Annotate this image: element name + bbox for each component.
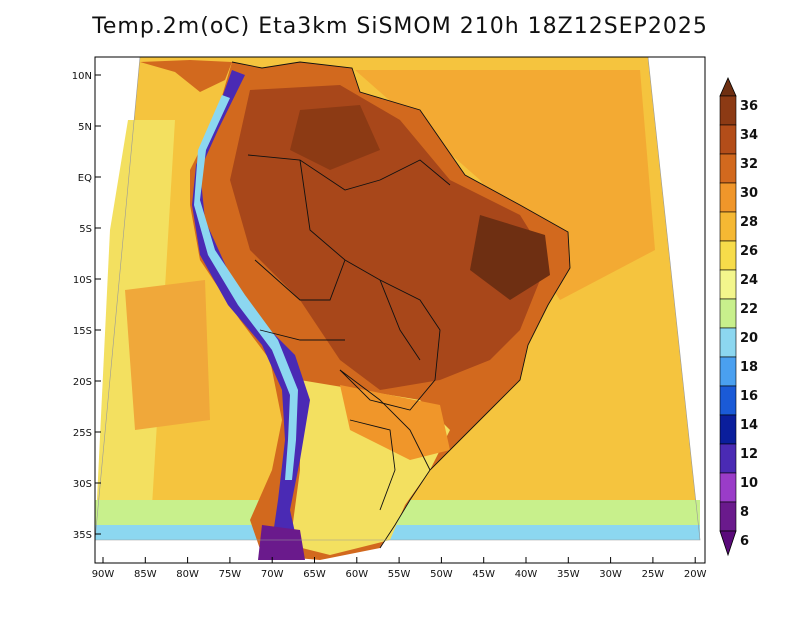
colorbar-label: 14 [740,418,758,433]
lon-label: 75W [219,569,242,580]
colorbar-label: 22 [740,302,758,317]
lat-label: 15S [73,326,92,337]
colorbar-label: 26 [740,244,758,259]
colorbar-segment [719,443,737,474]
lon-label: 55W [388,569,411,580]
colorbar-segment [719,501,737,532]
hot-core-west [290,105,380,170]
colorbar-segment [719,124,737,155]
colorbar-bottom-arrow [719,530,737,557]
lat-label: 10N [72,71,92,82]
colorbar-segment [719,182,737,213]
colorbar-label: 30 [740,186,758,201]
patagonia-cold [258,525,305,560]
lat-label: 20S [73,377,92,388]
pacific-warm-patch [125,280,210,430]
lat-label: 30S [73,479,92,490]
central-america [140,60,232,92]
lat-label: EQ [78,173,92,184]
colorbar-label: 20 [740,331,758,346]
colorbar-label: 18 [740,360,758,375]
colorbar-label: 28 [740,215,758,230]
colorbar-label: 36 [740,99,758,114]
colorbar-segment [719,95,737,126]
plot-frame [94,56,706,564]
lon-label: 85W [134,569,157,580]
colorbar-top-arrow [719,77,737,97]
lon-label: 80W [176,569,199,580]
lat-label: 25S [73,428,92,439]
colorbar-segment [719,298,737,329]
colorbar-label: 32 [740,157,758,172]
lon-label: 40W [515,569,538,580]
lon-label: 20W [684,569,707,580]
lon-label: 35W [557,569,580,580]
lon-label: 70W [261,569,284,580]
hot-interior [230,85,548,390]
colorbar-label: 12 [740,447,758,462]
southern-cold-edge [95,525,700,540]
colorbar-label: 16 [740,389,758,404]
colorbar-label: 6 [740,534,749,549]
colorbar: 36 34 32 30 28 26 24 22 20 18 16 14 12 10 8 6 [719,77,758,557]
lat-label: 5S [79,224,92,235]
colorbar-label: 34 [740,128,758,143]
colorbar-segment [719,356,737,387]
lon-label: 25W [642,569,665,580]
temperature-field [94,56,701,560]
latitude-axis: 10N 5N EQ 5S 10S 15S 20S 25S 30S 35S [72,71,101,541]
lat-label: 5N [78,122,92,133]
colorbar-segment [719,472,737,503]
country-borders [231,61,571,549]
colorbar-segment [719,327,737,358]
colorbar-segment [719,211,737,242]
colorbar-segment [719,153,737,184]
colorbar-label: 24 [740,273,758,288]
lon-label: 30W [599,569,622,580]
lat-label: 35S [73,530,92,541]
longitude-axis: 90W 85W 80W 75W 70W 65W 60W 55W 50W 45W 40W 35W 30W 2… [92,557,707,580]
lat-label: 10S [73,275,92,286]
map-title: Temp.2m(oC) Eta3km SiSMOM 210h 18Z12SEP2… [92,14,708,39]
colorbar-segment [719,240,737,271]
colorbar-segment [719,414,737,445]
lon-label: 90W [92,569,115,580]
lon-label: 65W [303,569,326,580]
pampas-warm [340,385,450,460]
lon-label: 45W [472,569,495,580]
colorbar-segment [719,385,737,416]
colorbar-label: 8 [740,505,749,520]
lon-label: 50W [430,569,453,580]
colorbar-segment [719,269,737,300]
hottest-core [470,215,550,300]
colorbar-label: 10 [740,476,758,491]
lon-label: 60W [345,569,368,580]
